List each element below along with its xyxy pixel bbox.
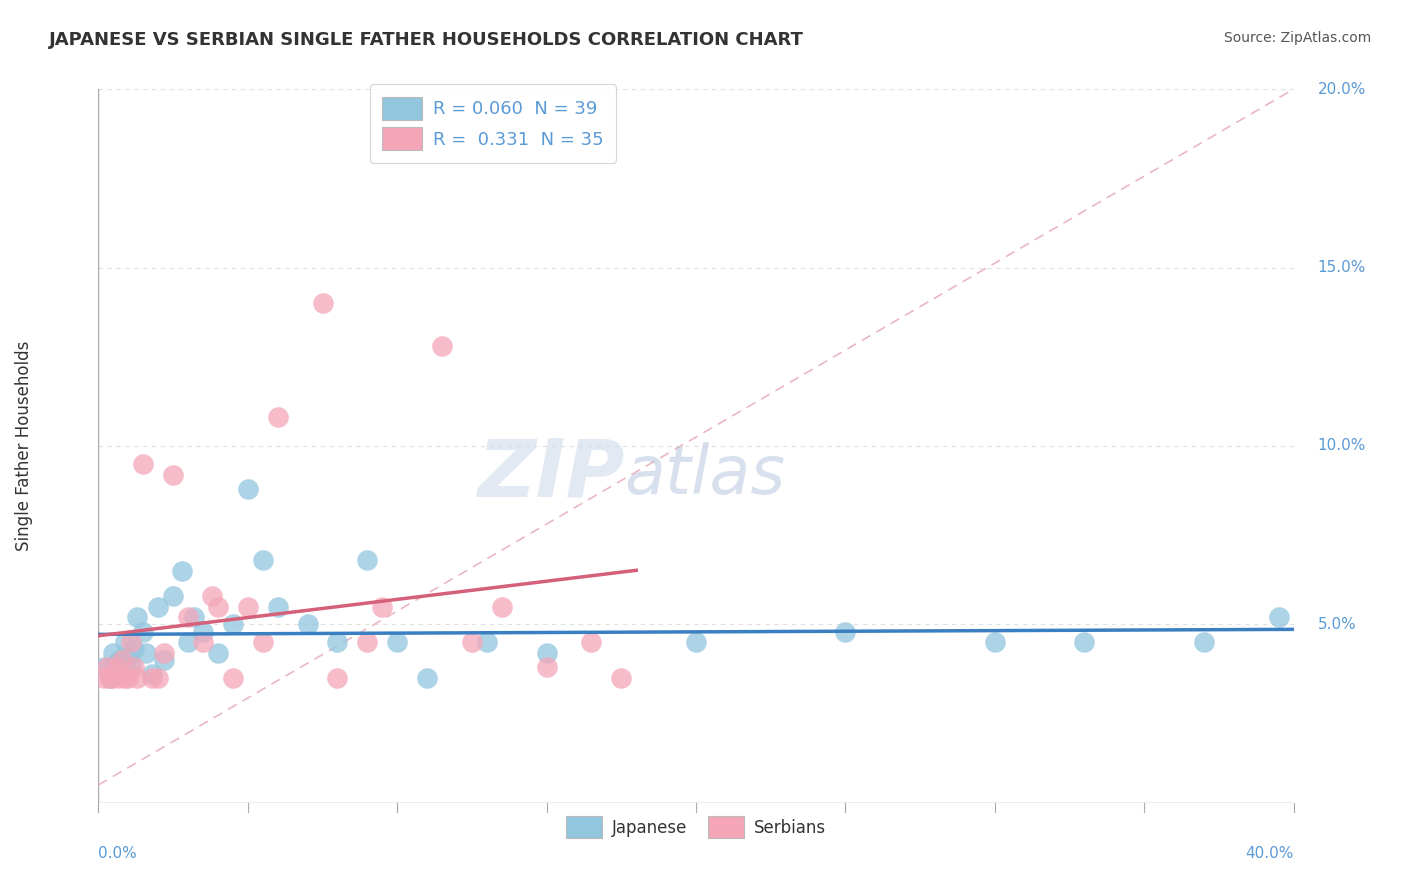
Point	[475, 635, 498, 649]
Point	[536, 646, 558, 660]
Point	[111, 653, 134, 667]
Text: JAPANESE VS SERBIAN SINGLE FATHER HOUSEHOLDS CORRELATION CHART: JAPANESE VS SERBIAN SINGLE FATHER HOUSEH…	[49, 31, 804, 49]
Point	[117, 649, 139, 664]
Point	[267, 599, 290, 614]
Legend: Japanese, Serbians: Japanese, Serbians	[560, 810, 832, 845]
Point	[385, 635, 409, 649]
Point	[141, 667, 163, 681]
Point	[117, 671, 139, 685]
Point	[148, 599, 170, 614]
Point	[1192, 635, 1215, 649]
Point	[207, 599, 229, 614]
Point	[124, 660, 146, 674]
Point	[430, 339, 453, 353]
Point	[222, 671, 245, 685]
Point	[834, 624, 856, 639]
Point	[356, 635, 378, 649]
Point	[183, 610, 205, 624]
Point	[111, 664, 134, 678]
Point	[162, 467, 184, 482]
Point	[108, 671, 131, 685]
Point	[236, 482, 259, 496]
Point	[461, 635, 484, 649]
Point	[120, 660, 142, 674]
Point	[371, 599, 394, 614]
Point	[120, 635, 142, 649]
Point	[108, 653, 131, 667]
Point	[124, 642, 146, 657]
Point	[536, 660, 558, 674]
Point	[222, 617, 245, 632]
Point	[162, 589, 184, 603]
Text: Source: ZipAtlas.com: Source: ZipAtlas.com	[1223, 31, 1371, 45]
Text: 15.0%: 15.0%	[1317, 260, 1365, 275]
Point	[685, 635, 707, 649]
Point	[177, 610, 200, 624]
Point	[236, 599, 259, 614]
Point	[96, 660, 118, 674]
Point	[201, 589, 224, 603]
Point	[148, 671, 170, 685]
Point	[172, 564, 194, 578]
Point	[191, 624, 214, 639]
Text: 0.0%: 0.0%	[98, 846, 138, 861]
Point	[98, 671, 122, 685]
Point	[127, 671, 149, 685]
Text: ZIP: ZIP	[477, 435, 624, 514]
Point	[984, 635, 1007, 649]
Point	[252, 635, 274, 649]
Point	[491, 599, 513, 614]
Text: 10.0%: 10.0%	[1317, 439, 1365, 453]
Point	[1267, 610, 1289, 624]
Point	[103, 671, 125, 685]
Point	[103, 646, 125, 660]
Point	[153, 646, 176, 660]
Text: atlas: atlas	[624, 442, 786, 508]
Point	[1073, 635, 1095, 649]
Point	[105, 660, 128, 674]
Text: 5.0%: 5.0%	[1317, 617, 1357, 632]
Point	[267, 410, 290, 425]
Point	[114, 671, 136, 685]
Text: 40.0%: 40.0%	[1246, 846, 1294, 861]
Text: Single Father Households: Single Father Households	[14, 341, 32, 551]
Point	[416, 671, 439, 685]
Point	[114, 635, 136, 649]
Point	[105, 657, 128, 671]
Point	[132, 624, 155, 639]
Point	[297, 617, 319, 632]
Point	[581, 635, 603, 649]
Point	[610, 671, 633, 685]
Point	[207, 646, 229, 660]
Point	[132, 457, 155, 471]
Point	[127, 610, 149, 624]
Point	[93, 660, 115, 674]
Point	[98, 671, 122, 685]
Point	[326, 635, 349, 649]
Point	[191, 635, 214, 649]
Point	[141, 671, 163, 685]
Point	[93, 671, 115, 685]
Point	[311, 296, 333, 310]
Text: 20.0%: 20.0%	[1317, 82, 1365, 96]
Point	[252, 553, 274, 567]
Point	[135, 646, 157, 660]
Point	[153, 653, 176, 667]
Point	[326, 671, 349, 685]
Point	[356, 553, 378, 567]
Point	[177, 635, 200, 649]
